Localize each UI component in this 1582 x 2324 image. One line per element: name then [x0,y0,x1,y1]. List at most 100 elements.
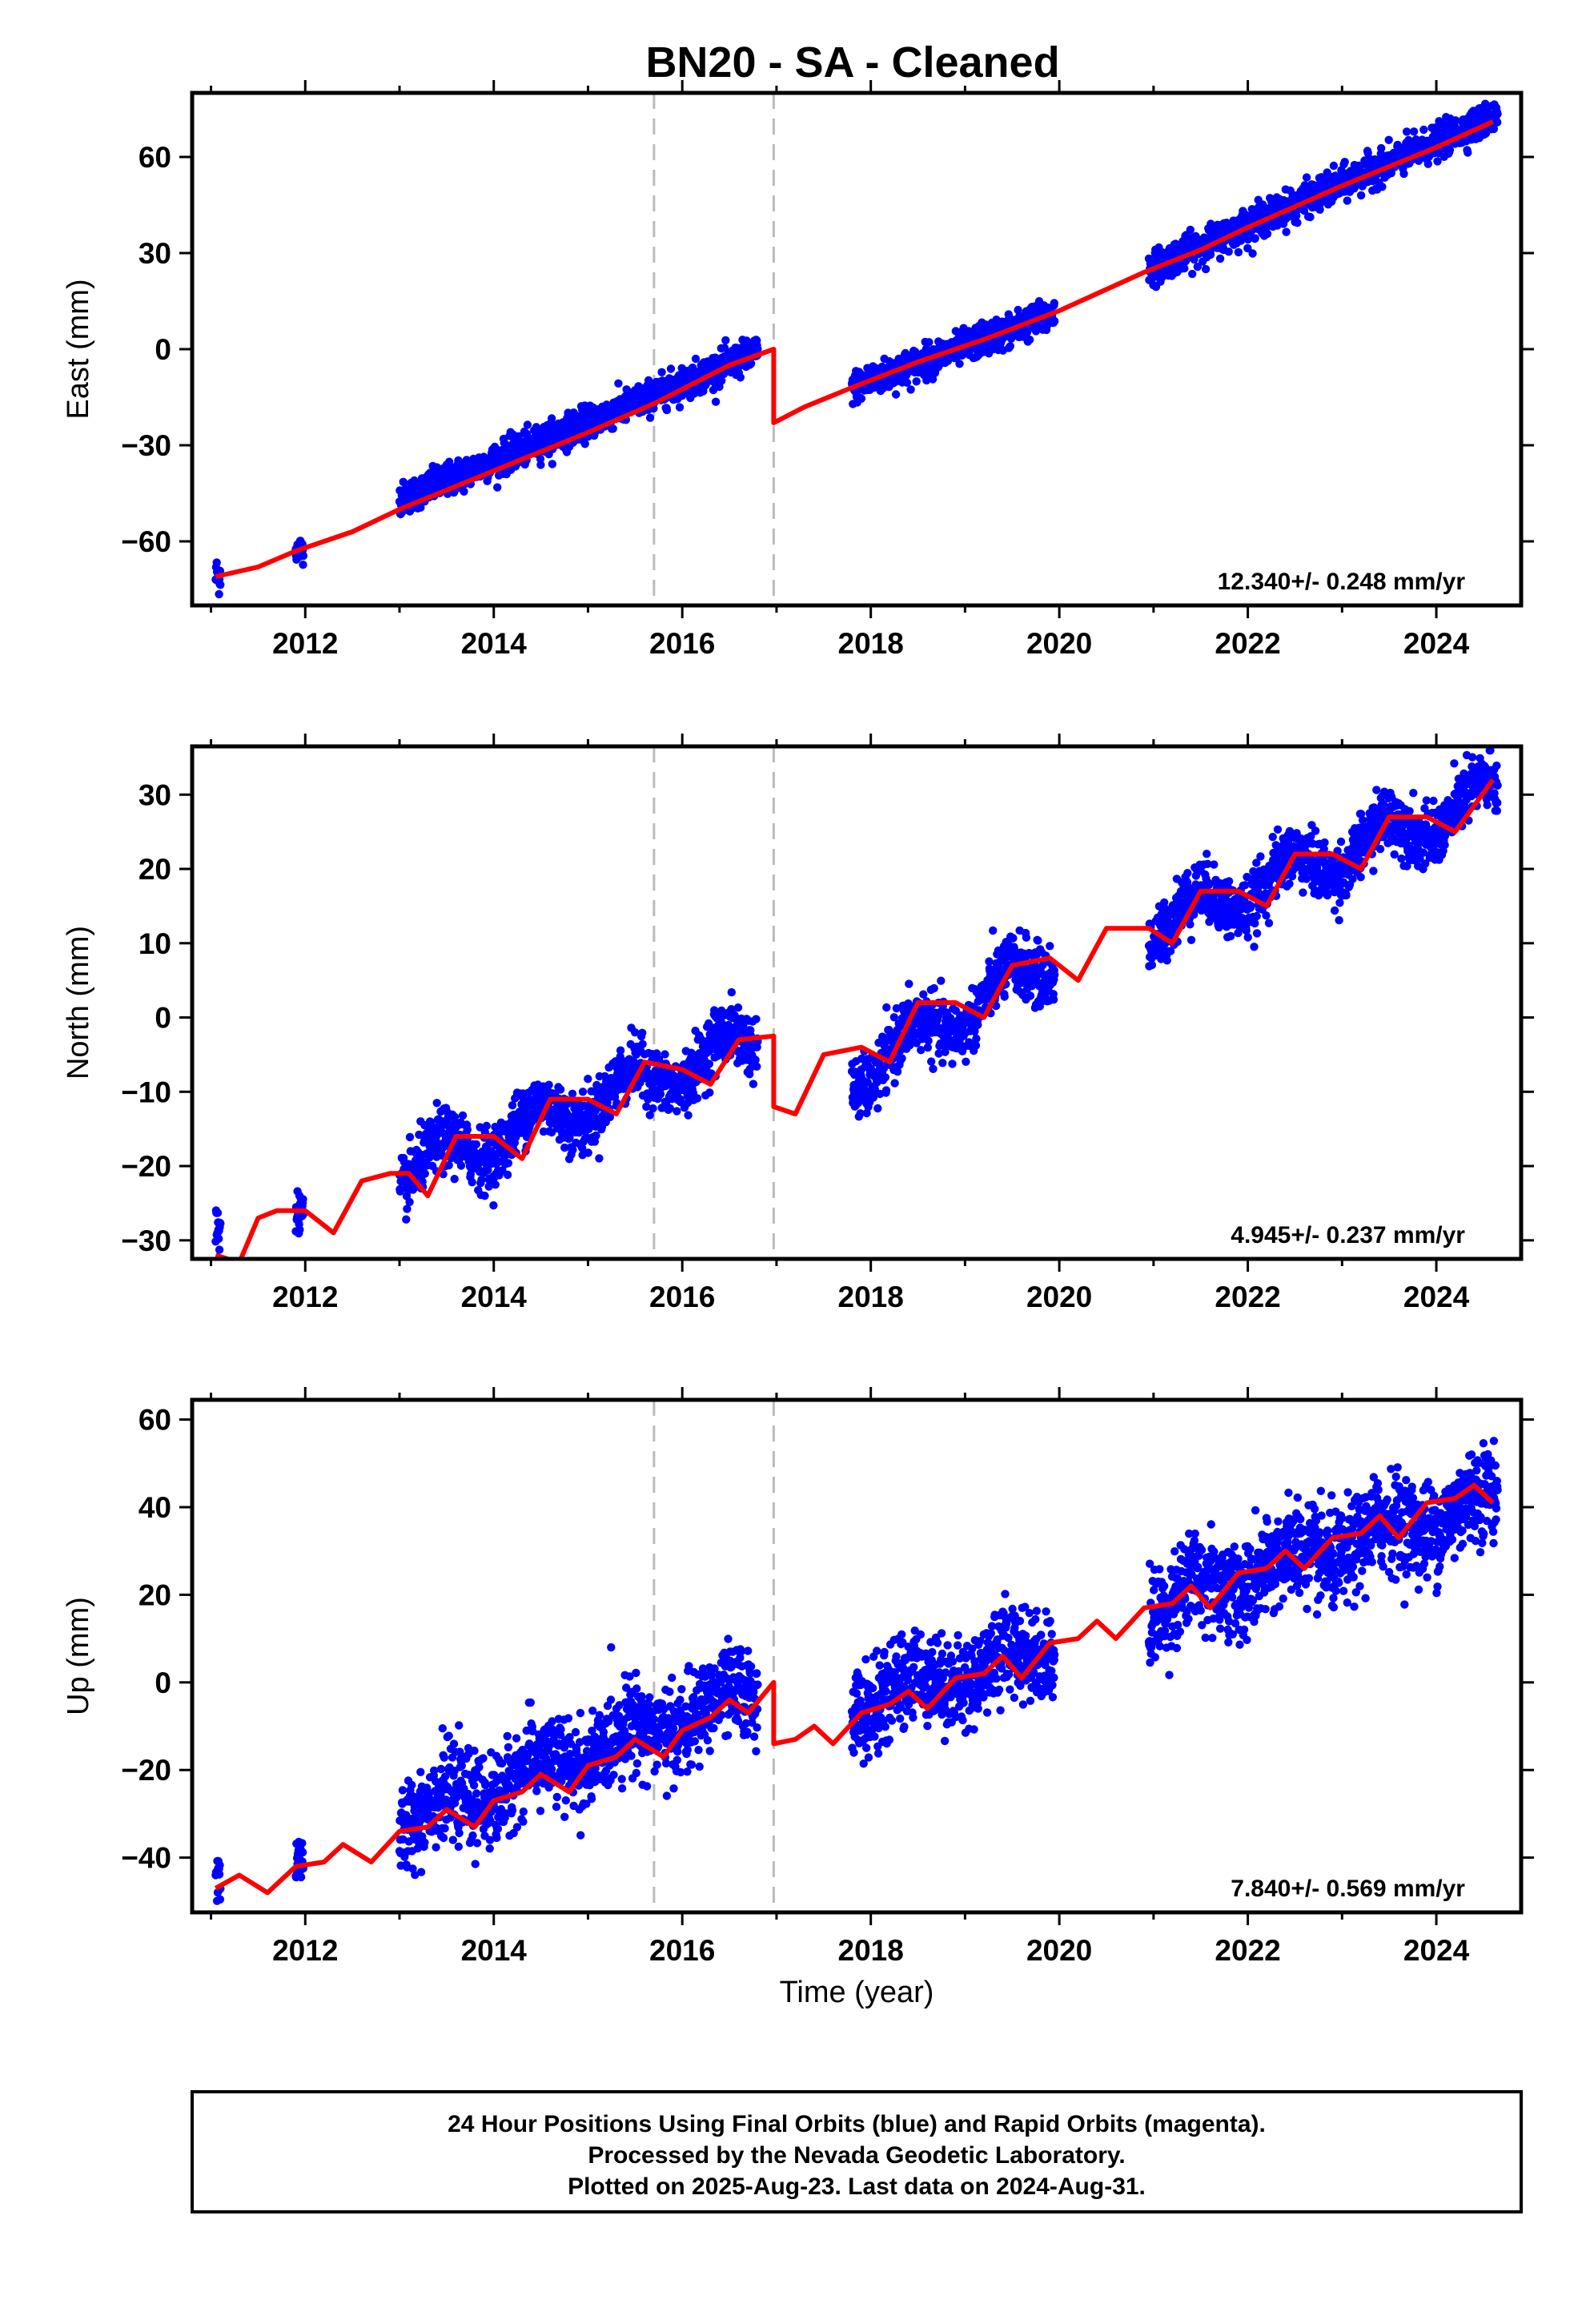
data-point [891,390,901,399]
data-point [948,1059,957,1068]
data-point [420,1169,429,1178]
data-point [405,1197,414,1207]
data-point [912,377,921,386]
data-point [472,1140,480,1149]
data-point [751,1055,760,1064]
data-point [1224,247,1233,256]
data-point [1378,183,1387,191]
data-point [1026,991,1035,1000]
data-point [536,460,545,469]
data-point [645,413,655,422]
data-point [638,1039,647,1049]
data-point [1419,125,1428,135]
data-point [450,1175,459,1184]
data-point [536,454,545,464]
data-point [1377,143,1386,153]
rate-label: 12.340+/- 0.248 mm/yr [1218,569,1466,595]
data-point [396,1185,405,1195]
data-point [705,1059,714,1068]
data-point [705,1088,714,1097]
data-point [922,376,931,385]
data-point [1445,146,1455,155]
data-point [1493,110,1502,119]
data-point [493,483,502,492]
data-point [1399,169,1408,179]
data-point [892,1003,901,1013]
data-point [666,364,676,373]
data-point [857,394,866,403]
data-point [989,926,998,935]
data-point [1234,247,1243,257]
data-point [1340,158,1349,167]
data-point [733,1003,743,1012]
data-point [752,1015,761,1023]
data-point [684,1111,693,1120]
data-point [662,405,672,415]
data-point [721,336,730,345]
data-point [460,487,468,496]
data-point [923,1043,933,1052]
data-point [962,1057,970,1067]
data-point [299,1195,307,1204]
data-point [934,1049,943,1058]
data-point [1343,196,1352,205]
y-tick-label: −60 [121,525,171,558]
data-point [456,1161,466,1170]
data-point [985,957,994,966]
data-point [661,1050,669,1059]
data-point [1050,316,1059,326]
data-point [1329,161,1339,171]
data-point [1162,956,1171,965]
data-point [941,1047,950,1056]
data-point [603,1098,612,1107]
data-point [629,1056,638,1066]
data-point [745,1064,754,1074]
data-point [675,403,685,412]
data-point [491,1180,500,1189]
data-point [856,1109,865,1118]
data-point [614,379,623,388]
data-point [477,1176,486,1184]
data-point [1464,148,1472,157]
data-point [213,1208,223,1217]
data-point [938,1059,947,1068]
data-point [642,1102,651,1112]
y-tick-label: 0 [155,333,171,366]
data-point [673,1107,681,1116]
data-point [749,1080,758,1088]
data-point [902,378,912,387]
data-point [584,1148,592,1157]
data-point [727,987,736,997]
data-point [866,1064,876,1074]
data-point [578,1088,588,1096]
data-point [402,1215,411,1224]
data-point [905,979,913,988]
data-point [1493,118,1502,127]
data-point [1049,995,1058,1004]
y-tick-label: 60 [139,141,171,174]
data-point [1299,206,1309,215]
data-point [216,1219,225,1228]
data-point [216,581,225,589]
data-point [1433,157,1442,166]
data-point [544,1080,553,1089]
data-point [972,1034,981,1043]
data-point [504,1159,513,1168]
data-point [1481,99,1490,108]
data-point [881,1086,891,1095]
data-point [1158,273,1166,282]
data-point [568,1145,577,1154]
data-point [1293,219,1302,227]
data-point [556,1085,565,1094]
data-point [919,990,928,999]
data-point [1186,935,1196,945]
x-tick-label: 2020 [1026,627,1092,660]
data-point [523,420,532,429]
data-point [1050,299,1059,308]
data-point [595,1154,604,1163]
data-point [1190,255,1199,264]
x-tick-label: 2014 [461,627,528,660]
data-point [1022,933,1031,942]
data-point [937,976,946,985]
